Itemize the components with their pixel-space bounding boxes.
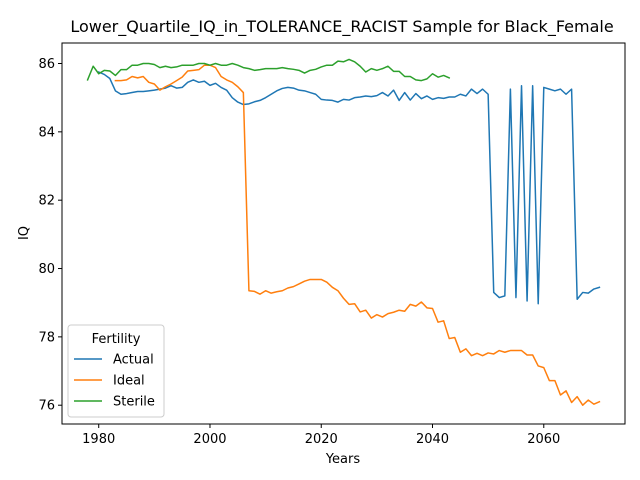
legend-box: [67, 324, 165, 418]
y-axis-label: IQ: [17, 226, 32, 240]
x-tick-label: 2000: [193, 432, 226, 447]
x-axis: 1980 2000 2020 2040 2060: [82, 424, 560, 447]
y-tick-label: 86: [38, 57, 55, 72]
y-tick-label: 78: [38, 330, 55, 345]
series-line-actual: [97, 71, 601, 305]
series-line-sterile: [86, 58, 451, 82]
x-tick-label: 1980: [82, 432, 115, 447]
x-tick-label: 2020: [305, 432, 338, 447]
legend-label-ideal: Ideal: [113, 374, 145, 389]
x-tick-label: 2040: [416, 432, 449, 447]
y-tick-label: 84: [38, 125, 55, 140]
legend-label-sterile: Sterile: [113, 395, 155, 410]
x-axis-label: Years: [325, 452, 361, 467]
legend-label-actual: Actual: [113, 353, 154, 368]
y-axis: 76 78 80 82 84 86: [38, 57, 62, 414]
plot-area-frame: [61, 42, 626, 425]
legend-title: Fertility: [92, 332, 141, 347]
legend: Fertility Actual Ideal Sterile: [67, 324, 165, 418]
series-layer: [86, 58, 601, 406]
series-line-ideal: [114, 64, 601, 406]
legend-items: Actual Ideal Sterile: [74, 353, 155, 410]
x-tick-label: 2060: [527, 432, 560, 447]
y-tick-label: 82: [38, 194, 55, 209]
chart-title: Lower_Quartile_IQ_in_TOLERANCE_RACIST Sa…: [70, 17, 613, 37]
y-tick-label: 76: [38, 399, 55, 414]
y-tick-label: 80: [38, 262, 55, 277]
